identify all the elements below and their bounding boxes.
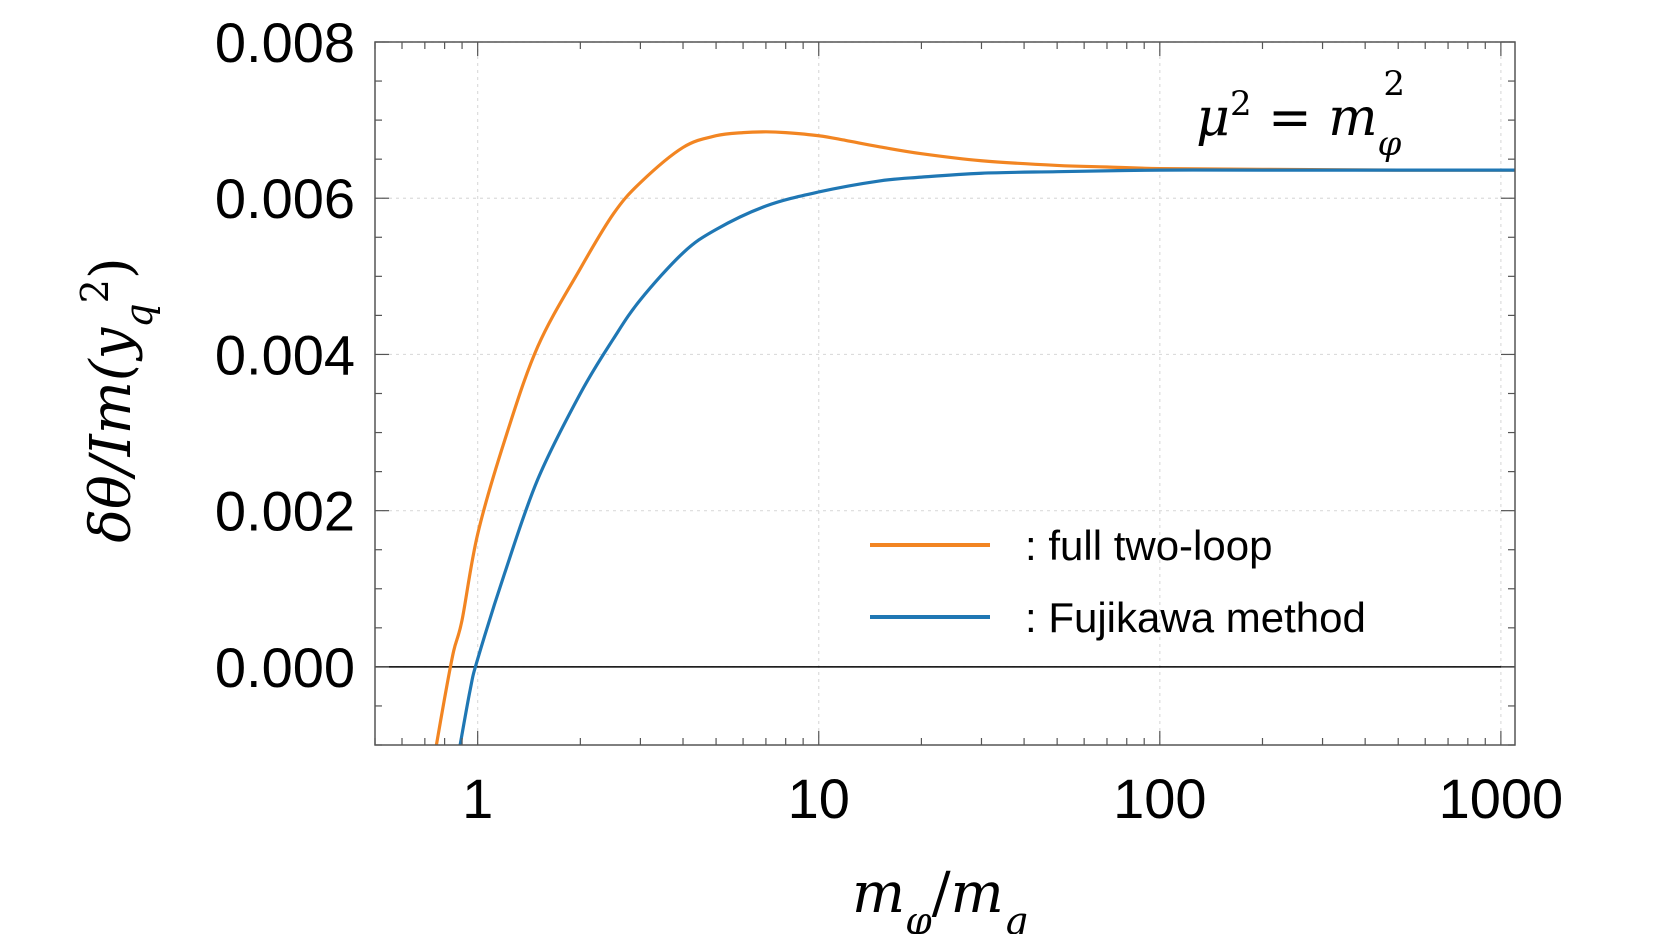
y-axis-label: δθ/Im(yq2) [73, 257, 161, 542]
legend-label-full-two-loop: : full two-loop [1025, 522, 1272, 569]
x-tick-label: 1000 [1439, 767, 1564, 830]
y-tick-label: 0.006 [215, 167, 355, 230]
x-tick-labels: 1 10 100 1000 [462, 767, 1563, 830]
y-tick-label: 0.004 [215, 323, 355, 386]
y-tick-label: 0.000 [215, 636, 355, 699]
series-layer [434, 130, 1515, 745]
legend-label-fujikawa-method: : Fujikawa method [1025, 594, 1366, 641]
x-tick-label: 10 [788, 767, 850, 830]
x-tick-label: 1 [462, 767, 493, 830]
minor-ticks [374, 41, 1515, 746]
series-line-full-two-loop [434, 130, 1515, 745]
y-tick-label: 0.002 [215, 480, 355, 543]
y-tick-labels: 0.000 0.002 0.004 0.006 0.008 [215, 11, 355, 699]
legend: : full two-loop : Fujikawa method [870, 522, 1366, 641]
x-axis-label: mφ/mq [852, 861, 1028, 934]
mu-annotation: μ2 = mφ2 [1196, 64, 1405, 164]
y-tick-label: 0.008 [215, 11, 355, 74]
x-tick-label: 100 [1113, 767, 1206, 830]
series-line-fujikawa-method [458, 168, 1515, 745]
